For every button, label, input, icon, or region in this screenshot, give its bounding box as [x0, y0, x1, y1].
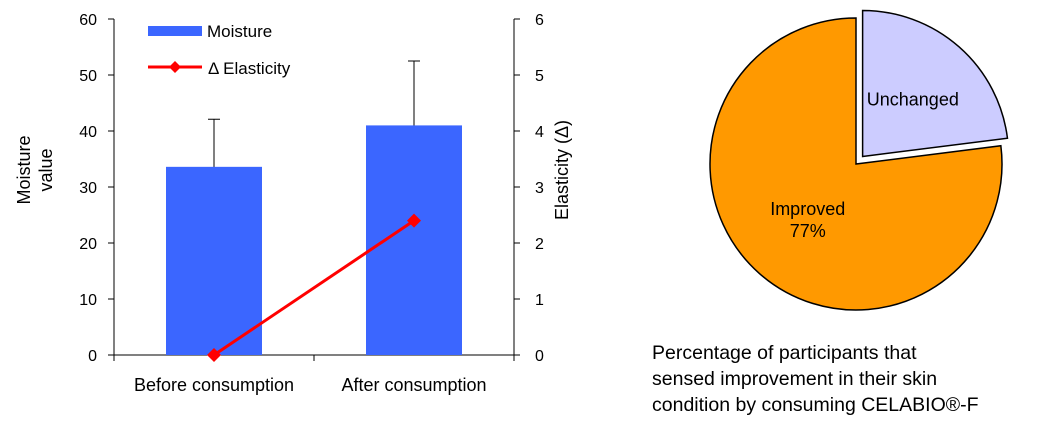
pie-caption: Percentage of participants that sensed i…	[652, 340, 1042, 418]
moisture-elasticity-chart: 0 10 20 30 40 50 60 0 1 2 3 4 5 6 Before consumption A…	[14, 12, 572, 395]
category-labels: Before consumption After consumption	[134, 375, 487, 395]
right-tick-label: 1	[535, 292, 544, 309]
left-tick-label: 50	[79, 68, 97, 85]
right-axis-title: Elasticity (Δ)	[552, 120, 572, 220]
left-tick-label: 10	[79, 292, 97, 309]
category-label: Before consumption	[134, 375, 294, 395]
right-tick-label: 2	[535, 236, 544, 253]
pie-label-name: Improved	[770, 199, 845, 219]
caption-line-2: sensed improvement in their skin	[652, 368, 938, 390]
elasticity-point	[207, 348, 221, 362]
improvement-pie-chart: Improved 77% Unchanged	[709, 9, 1009, 311]
pie-slice-unchanged	[861, 9, 1009, 158]
legend: Moisture Δ Elasticity	[148, 22, 291, 78]
axis-titles: Moisture value Elasticity (Δ)	[14, 120, 572, 220]
pie-label: Unchanged	[867, 90, 959, 110]
left-tick-label: 0	[88, 348, 97, 365]
right-tick-label: 5	[535, 68, 544, 85]
pie-label-value: 77%	[790, 221, 826, 241]
moisture-bar	[366, 125, 462, 356]
tick-labels: 0 10 20 30 40 50 60 0 1 2 3 4 5 6	[79, 12, 544, 365]
left-axis-title-line: value	[36, 148, 56, 191]
legend-elasticity-label: Δ Elasticity	[208, 59, 291, 78]
right-tick-label: 0	[535, 348, 544, 365]
legend-moisture-swatch	[148, 26, 202, 36]
category-label: After consumption	[341, 375, 486, 395]
bars	[166, 125, 462, 356]
caption-line-1: Percentage of participants that	[652, 342, 917, 364]
pie-label-name: Unchanged	[867, 90, 959, 110]
right-tick-label: 6	[535, 12, 544, 29]
elasticity-point	[407, 213, 421, 228]
pie-label: Improved 77%	[770, 199, 845, 241]
right-tick-label: 4	[535, 124, 544, 141]
left-tick-label: 40	[79, 124, 97, 141]
moisture-bar	[166, 166, 262, 355]
elasticity-line	[207, 213, 421, 362]
left-tick-label: 60	[79, 12, 97, 29]
left-tick-label: 20	[79, 236, 97, 253]
pie-slice-improved	[709, 17, 1003, 311]
left-axis-title-line: Moisture	[14, 135, 34, 204]
legend-elasticity-marker	[169, 61, 181, 73]
left-tick-label: 30	[79, 180, 97, 197]
right-tick-label: 3	[535, 180, 544, 197]
legend-moisture-label: Moisture	[207, 22, 272, 41]
left-axis-title: Moisture value	[14, 135, 56, 204]
caption-line-3: condition by consuming CELABIO®-F	[652, 394, 979, 416]
elasticity-series-line	[213, 219, 415, 357]
